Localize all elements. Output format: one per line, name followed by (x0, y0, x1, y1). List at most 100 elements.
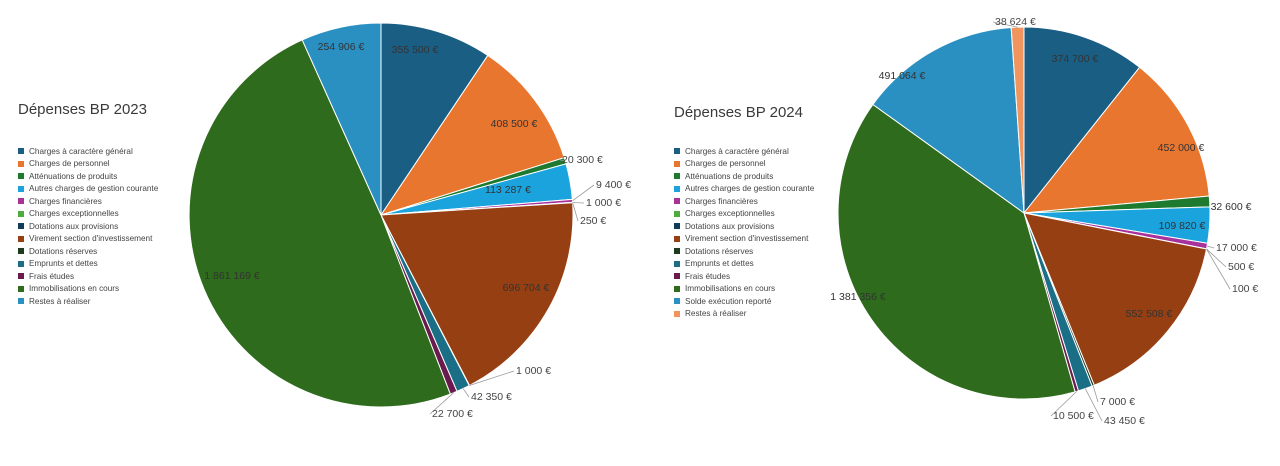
data-label: 250 € (580, 215, 606, 227)
data-label: 408 500 € (491, 118, 538, 130)
pie-slices (837, 26, 1211, 400)
legend-label: Immobilisations en cours (29, 284, 120, 294)
data-label: 113 287 € (485, 184, 531, 196)
leader-line (469, 370, 515, 386)
data-label: 491 064 € (879, 70, 926, 82)
legend-label: Immobilisations en cours (685, 284, 776, 294)
leader-line (1084, 388, 1103, 422)
legend-item: Virement section d'investissement (674, 233, 814, 246)
leader-line (559, 159, 566, 162)
legend-label: Frais études (685, 271, 731, 281)
legend-item: Emprunts et dettes (674, 258, 814, 271)
leader-line (429, 392, 454, 415)
legend-swatch (18, 248, 24, 255)
legend-label: Restes à réaliser (685, 309, 747, 319)
legend-item: Emprunts et dettes (18, 258, 158, 271)
chart-legend: Charges à caractère général Charges de pe… (18, 145, 158, 308)
legend-swatch (18, 223, 24, 230)
legend-swatch (674, 298, 680, 305)
chart-panel-2024: Dépenses BP 2024 Charges à caractère gén… (640, 0, 1280, 466)
data-label: 500 € (1228, 261, 1254, 273)
pie-slice (837, 103, 1076, 400)
leader-line (462, 388, 470, 398)
legend-item: Autres charges de gestion courante (18, 183, 158, 196)
legend-label: Frais études (29, 271, 75, 281)
chart-panel-2023: Dépenses BP 2023 Charges à caractère gén… (18, 22, 631, 420)
legend-swatch (674, 160, 680, 167)
legend-label: Virement section d'investissement (29, 234, 153, 244)
legend-label: Charges de personnel (29, 159, 110, 169)
legend-swatch (674, 210, 680, 217)
legend-label: Autres charges de gestion courante (685, 184, 815, 194)
legend-swatch (18, 198, 24, 205)
legend-item: Charges exceptionnelles (18, 208, 158, 221)
data-label: 20 300 € (562, 154, 603, 166)
pie-slice (872, 26, 1025, 215)
legend-item: Immobilisations en cours (18, 283, 158, 296)
legend-swatch (18, 273, 24, 280)
pie-slice (1023, 26, 1141, 215)
legend-item: Solde exécution reporté (674, 295, 814, 308)
data-label: 109 820 € (1159, 220, 1206, 232)
pie-slice (380, 202, 574, 387)
leader-line (572, 202, 579, 222)
legend-label: Virement section d'investissement (685, 234, 809, 244)
legend-item: Charges financières (674, 195, 814, 208)
data-label: 1 000 € (586, 197, 621, 209)
legend-item: Autres charges de gestion courante (674, 183, 814, 196)
legend-label: Emprunts et dettes (685, 259, 754, 269)
legend-item: Dotations réserves (674, 245, 814, 258)
leader-line (1206, 248, 1231, 290)
data-label: 1 861 169 € (204, 270, 260, 282)
data-label: 22 700 € (432, 408, 473, 420)
data-label: 17 000 € (1216, 242, 1257, 254)
data-label: 355 500 € (392, 44, 439, 56)
leader-line (572, 202, 585, 204)
legend-item: Charges à caractère général (674, 145, 814, 158)
legend-label: Atténuations de produits (29, 171, 118, 181)
legend-item: Atténuations de produits (18, 170, 158, 183)
legend-item: Restes à réaliser (18, 295, 158, 308)
pie-slice (1010, 26, 1025, 214)
legend-item: Virement section d'investissement (18, 233, 158, 246)
data-label: 552 508 € (1126, 308, 1173, 320)
legend-item: Restes à réaliser (674, 308, 814, 321)
chart-title: Dépenses BP 2024 (674, 104, 803, 121)
legend-label: Dotations aux provisions (685, 221, 775, 231)
pie-slice (379, 54, 565, 216)
data-label: 38 624 € (995, 16, 1036, 28)
legend-label: Charges financières (685, 196, 758, 206)
legend-item: Frais études (18, 270, 158, 283)
legend-label: Atténuations de produits (685, 171, 774, 181)
data-label: 100 € (1232, 283, 1258, 295)
data-label: 374 700 € (1052, 53, 1099, 65)
chart-legend: Charges à caractère général Charges de pe… (674, 145, 814, 320)
legend-swatch (674, 173, 680, 180)
data-label: 10 500 € (1053, 410, 1094, 422)
legend-label: Charges à caractère général (29, 146, 133, 156)
legend-label: Dotations réserves (685, 246, 754, 256)
data-label: 42 350 € (471, 391, 512, 403)
legend-item: Dotations aux provisions (18, 220, 158, 233)
data-label: 9 400 € (596, 179, 631, 191)
legend-item: Charges de personnel (674, 158, 814, 171)
pie-slice (301, 22, 382, 216)
legend-item: Frais études (674, 270, 814, 283)
legend-swatch (18, 260, 24, 267)
legend-swatch (674, 148, 680, 155)
legend-label: Autres charges de gestion courante (29, 184, 159, 194)
legend-swatch (18, 160, 24, 167)
legend-item: Charges financières (18, 195, 158, 208)
legend-swatch (674, 285, 680, 292)
leader-line (1092, 385, 1099, 403)
legend-item: Immobilisations en cours (674, 283, 814, 296)
data-label: 1 000 € (516, 365, 551, 377)
legend-swatch (674, 185, 680, 192)
data-label: 7 000 € (1100, 396, 1135, 408)
pie-slice (188, 39, 451, 408)
legend-label: Charges exceptionnelles (29, 209, 119, 219)
legend-label: Charges financières (29, 196, 102, 206)
pie-slice (1022, 66, 1210, 214)
legend-label: Charges à caractère général (685, 146, 789, 156)
legend-label: Solde exécution reporté (685, 296, 772, 306)
